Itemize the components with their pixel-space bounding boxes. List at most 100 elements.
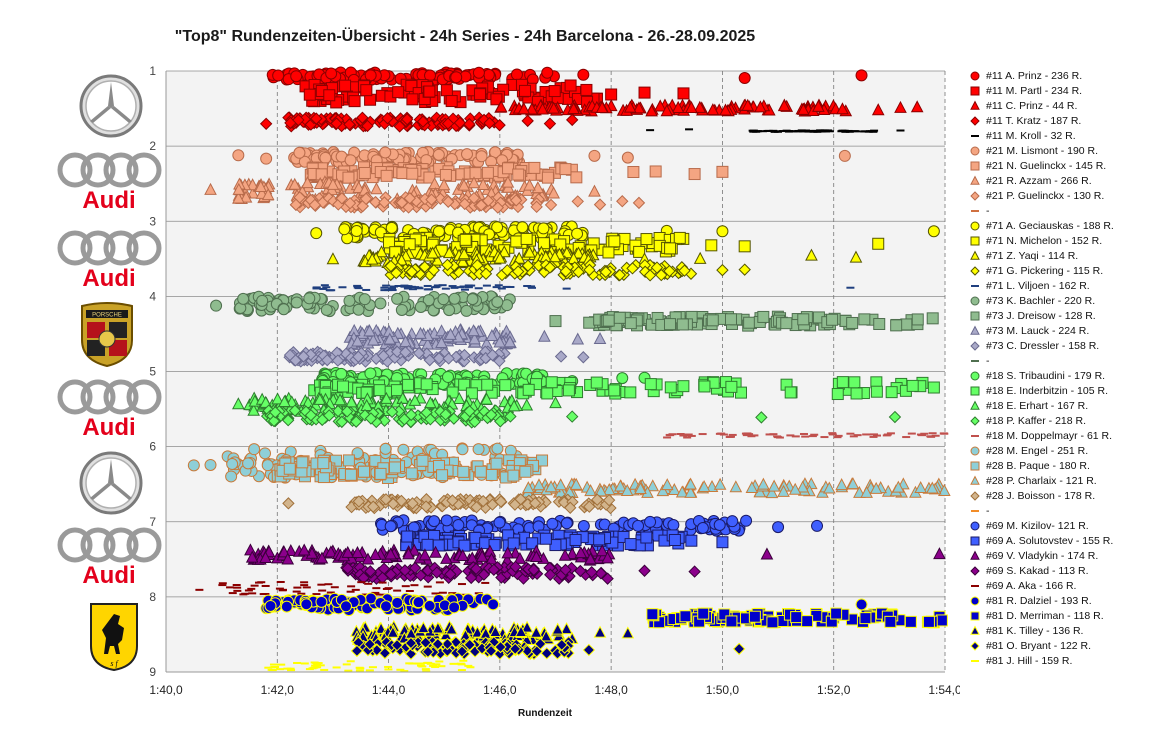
data-point [436,469,449,482]
legend-label: #18 S. Tribaudini - 179 R. [986,369,1106,382]
data-point [849,435,858,438]
data-point [431,666,440,669]
data-point [348,95,361,108]
data-point [446,386,459,399]
data-point [544,568,557,581]
data-point [713,519,726,532]
data-point [745,480,759,494]
series-marks [195,580,490,596]
data-point [667,518,680,531]
data-point [668,433,677,436]
data-point [521,114,534,128]
data-point [320,668,329,671]
data-point [204,458,217,471]
data-point [540,647,554,660]
data-point [395,303,408,316]
data-point [583,500,596,513]
legend-marker-icon [971,584,979,587]
data-point [438,284,447,287]
data-point [510,235,523,248]
svg-text:Audi: Audi [82,414,135,439]
data-point [237,292,250,305]
data-point [394,284,403,287]
data-point [601,572,614,585]
data-point [588,184,601,197]
data-point [399,346,412,359]
data-point [320,284,329,287]
data-point [332,666,341,669]
data-point [456,254,470,267]
data-point [590,376,603,389]
data-point [424,396,437,409]
data-point [970,190,980,201]
data-point [474,199,488,212]
data-point [644,378,657,391]
data-point [970,490,980,501]
data-point [507,469,520,482]
series-marks [400,529,729,552]
data-point [372,587,381,590]
data-point [718,608,731,621]
data-point [594,484,608,497]
data-point [914,481,927,494]
series-marks [259,111,579,133]
data-point [481,378,494,391]
series-marks [260,404,902,429]
data-point [313,392,327,405]
data-point [232,191,245,204]
legend-label: #18 E. Inderbitzin - 105 R. [986,384,1108,397]
data-point [326,591,335,594]
data-point [634,481,647,495]
data-point [423,661,432,664]
data-point [593,625,607,638]
data-point [790,611,803,624]
legend-label: - [986,354,990,367]
data-point [928,432,937,435]
data-point [380,286,389,289]
data-point [869,481,883,494]
legend-label: #69 A. Aka - 166 R. [986,579,1077,592]
data-point [537,237,550,250]
data-point [382,284,391,287]
data-point [250,584,259,587]
legend-item: #21 M. Lismont - 190 R. [968,143,1153,158]
data-point [865,130,874,133]
data-point [509,560,522,574]
data-point [422,670,431,673]
data-point [616,195,629,208]
data-point [391,292,404,305]
data-point [560,517,573,530]
data-point [520,398,534,411]
data-point [769,129,778,132]
legend-marker-icon [970,175,980,185]
data-point [738,72,751,85]
data-point [821,130,830,133]
series-marks [312,284,855,292]
series-marks [646,128,905,133]
data-point [467,191,481,205]
data-point [549,315,562,328]
data-point [378,581,387,584]
legend-item: #71 L. Viljoen - 162 R. [968,278,1153,293]
data-point [808,435,817,438]
data-point [822,481,836,494]
data-point [493,335,507,348]
data-point [624,538,637,551]
data-point [310,227,323,240]
data-point [774,130,783,133]
data-point [812,99,825,112]
data-point [497,245,511,258]
legend-label: #21 R. Azzam - 266 R. [986,174,1092,187]
data-point [390,266,403,280]
data-point [465,387,478,400]
data-point [187,459,200,472]
series-marks [382,258,751,282]
legend-label: #71 L. Viljoen - 162 R. [986,279,1090,292]
legend-label: #21 N. Guelinckx - 145 R. [986,159,1107,172]
data-point [530,550,543,563]
legend: #11 A. Prinz - 236 R. #11 M. Partl - 234 … [968,68,1153,668]
data-point [427,263,440,277]
audi-logo-icon: Audi [56,228,162,295]
data-point [650,261,664,274]
legend-marker-icon [970,340,980,351]
